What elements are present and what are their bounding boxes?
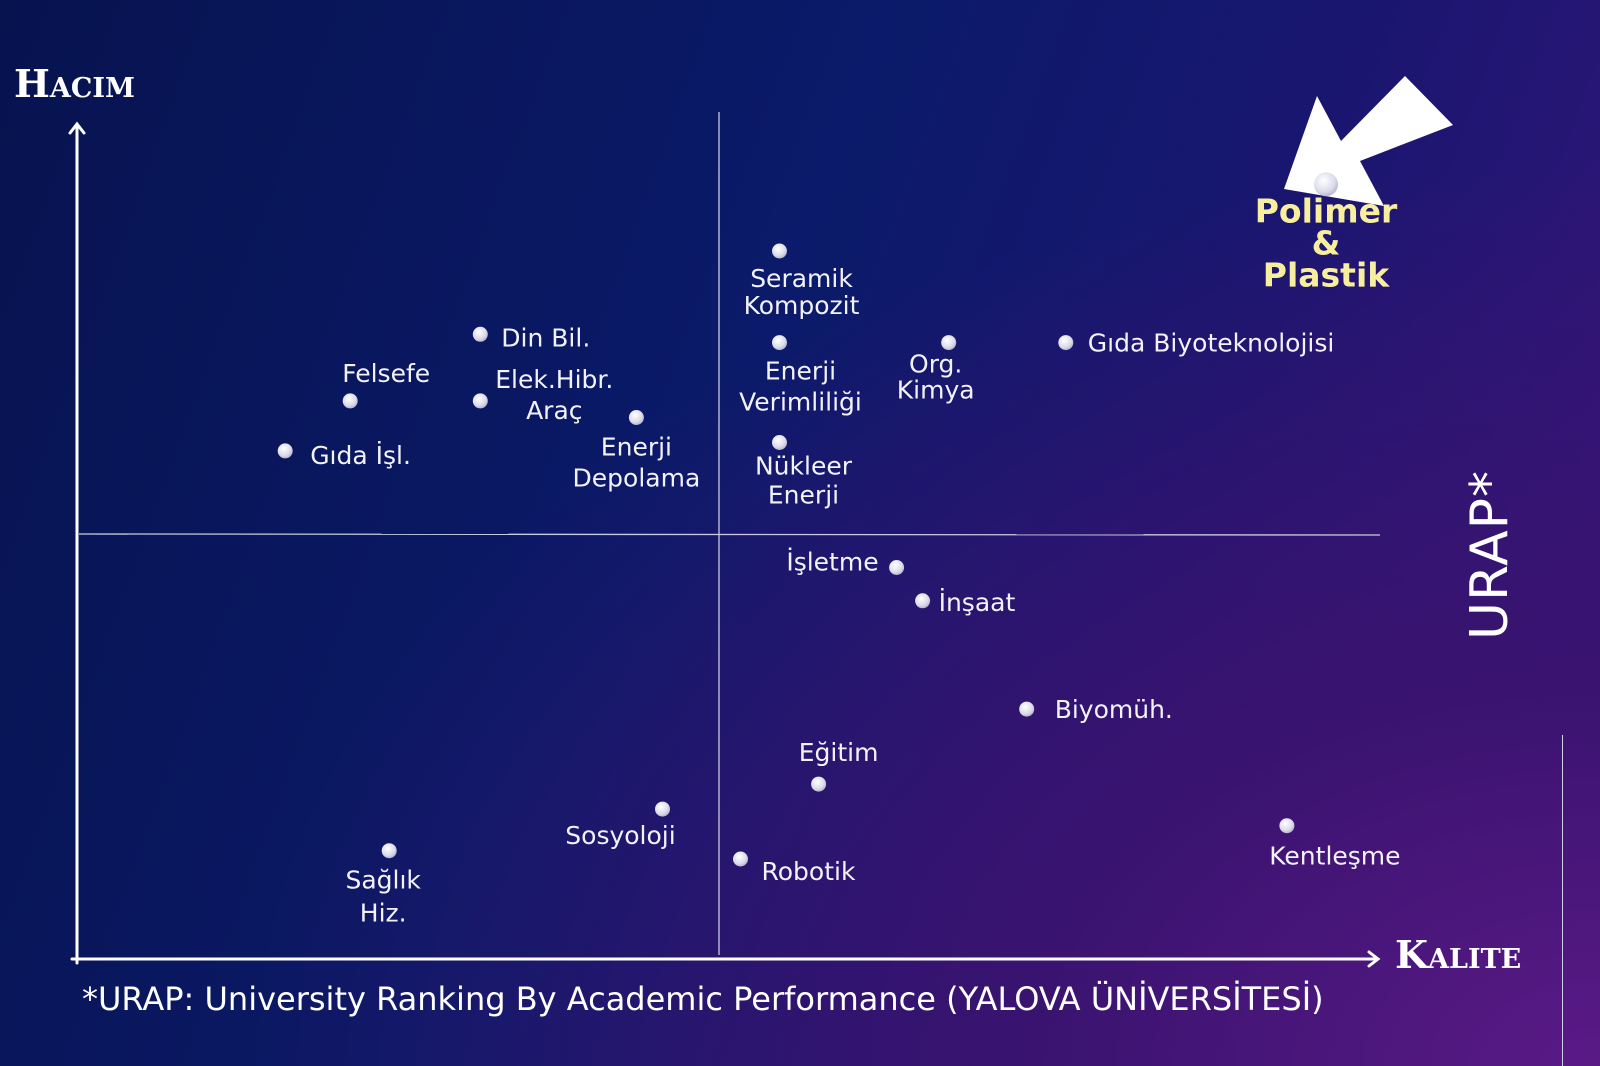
horizontal-divider <box>78 533 1381 536</box>
data-label-line: Sosyoloji <box>565 821 675 850</box>
data-label-line: Sağlık <box>345 866 421 895</box>
data-label-line: Eğitim <box>799 738 879 767</box>
data-point <box>1019 701 1035 717</box>
data-label: Gıda İşl. <box>310 441 411 470</box>
highlight-arrow-icon <box>1284 76 1453 206</box>
data-label-line: Depolama <box>573 464 701 493</box>
data-label-line: Kentleşme <box>1269 842 1400 871</box>
data-label-line: Enerji <box>601 433 672 462</box>
data-point <box>915 593 931 609</box>
data-label: Gıda Biyoteknolojisi <box>1088 329 1335 358</box>
data-point <box>1058 335 1074 351</box>
data-point <box>772 435 787 450</box>
footnote: *URAP: University Ranking By Academic Pe… <box>82 980 1324 1018</box>
data-label: Elek.Hibr. Araç <box>495 365 613 425</box>
data-label-line: Gıda İşl. <box>310 441 411 470</box>
quadrant-dividers <box>78 112 1381 955</box>
data-label-line: Nükleer <box>755 452 853 481</box>
data-label: Enerji Verimliliği <box>739 357 862 417</box>
data-label: İnşaat <box>939 588 1016 617</box>
data-label: Felsefe <box>342 359 430 388</box>
data-label: Sosyoloji <box>565 821 675 850</box>
data-label-line: Biyomüh. <box>1055 695 1173 724</box>
data-point <box>277 443 293 459</box>
data-label-line: Plastik <box>1263 255 1390 294</box>
data-label: Seramik Kompozit <box>744 264 860 320</box>
y-axis-title: Hacim <box>14 61 135 106</box>
data-label: Org. Kimya <box>897 350 975 405</box>
data-label-line: Gıda Biyoteknolojisi <box>1088 329 1335 358</box>
data-label-line: İşletme <box>786 548 878 577</box>
data-label-line: Elek.Hibr. <box>495 365 613 394</box>
data-point <box>342 393 358 409</box>
data-label-line: Robotik <box>762 857 856 886</box>
data-label: Din Bil. <box>501 323 590 352</box>
data-label-line: & <box>1312 223 1341 262</box>
data-label: Kentleşme <box>1269 842 1400 871</box>
data-label-line: Araç <box>526 396 582 425</box>
x-axis-title: Kalite <box>1395 932 1521 977</box>
data-point <box>811 776 827 792</box>
data-label-line: Hiz. <box>360 899 407 928</box>
data-point <box>941 335 957 351</box>
data-label-line: İnşaat <box>939 588 1016 617</box>
urap-side-label: URAP* <box>1460 469 1520 640</box>
data-label-line: Kimya <box>897 376 975 405</box>
data-point <box>733 851 748 867</box>
data-label: Eğitim <box>799 738 879 767</box>
data-label: Biyomüh. <box>1055 695 1173 724</box>
y-axis-arrowhead <box>68 121 86 135</box>
data-point <box>889 560 905 575</box>
data-label: Sağlık Hiz. <box>345 866 421 928</box>
data-label: Polimer & Plastik <box>1255 191 1398 294</box>
data-label-line: Seramik <box>750 264 853 293</box>
data-label-line: Enerji <box>768 481 839 510</box>
data-point <box>1314 172 1338 197</box>
data-point <box>628 410 644 425</box>
data-label-line: Din Bil. <box>501 323 590 352</box>
data-label-line: Enerji <box>765 357 836 386</box>
data-point <box>655 801 670 817</box>
data-point <box>472 326 488 342</box>
data-label: İşletme <box>786 548 878 577</box>
data-point <box>1279 818 1295 834</box>
data-labels: Polimer & Plastik Seramik Kompozit Gıda Biyot… <box>310 191 1400 927</box>
axes <box>68 121 1381 968</box>
data-point <box>472 393 488 409</box>
data-points <box>277 172 1338 867</box>
data-label-line: Kompozit <box>744 291 860 320</box>
data-label-line: Org. <box>909 350 962 379</box>
side-divider <box>1562 735 1563 1066</box>
data-label-line: Felsefe <box>342 359 430 388</box>
data-label: Nükleer Enerji <box>755 452 853 510</box>
data-label: Enerji Depolama <box>573 433 701 493</box>
x-axis-arrowhead <box>1367 950 1381 968</box>
data-point <box>381 843 397 859</box>
data-point <box>772 243 787 259</box>
data-label-line: Verimliliği <box>739 388 862 417</box>
data-label: Robotik <box>762 857 856 886</box>
data-point <box>772 335 787 351</box>
data-label-line: Polimer <box>1255 191 1398 230</box>
